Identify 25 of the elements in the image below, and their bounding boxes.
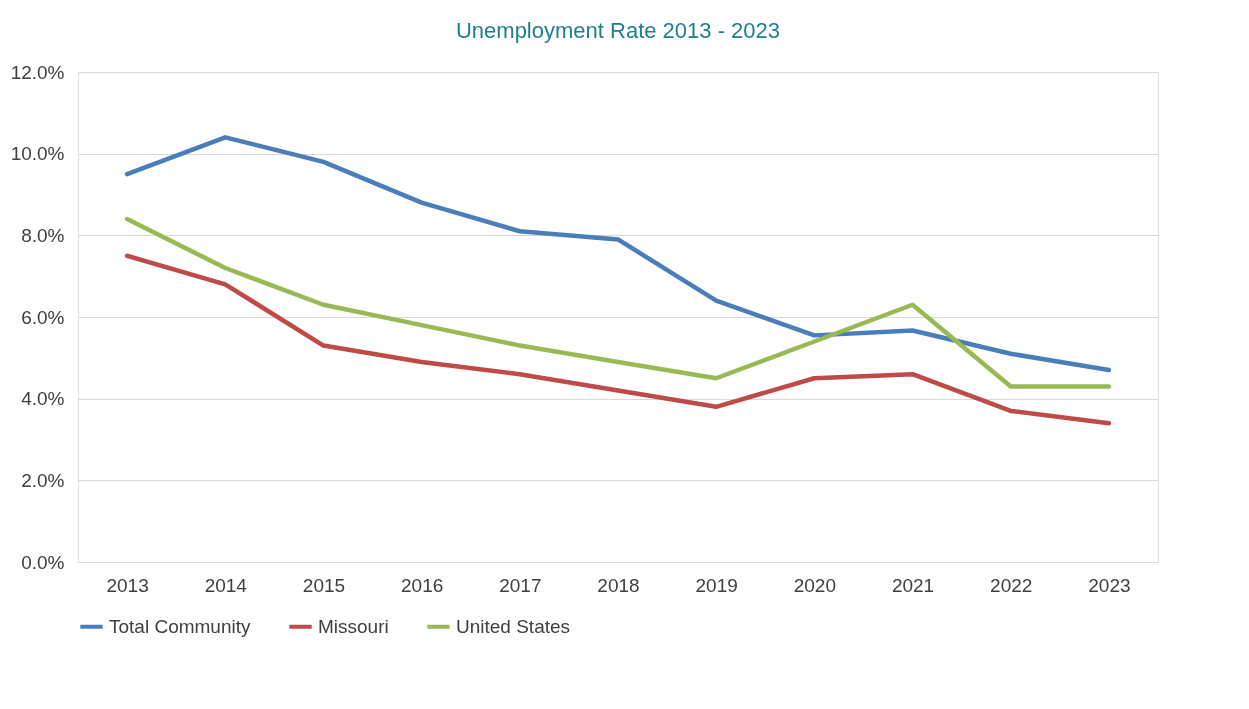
x-tick-label: 2018	[597, 574, 640, 596]
y-tick-label: 8.0%	[21, 224, 65, 246]
x-tick-label: 2014	[204, 574, 248, 596]
x-tick-label: 2020	[793, 574, 836, 596]
x-tick-label: 2017	[499, 574, 542, 596]
chart-title: Unemployment Rate 2013 - 2023	[455, 18, 781, 43]
line-series	[124, 135, 1112, 373]
x-tick-label: 2016	[401, 574, 444, 596]
x-tick-label: 2019	[695, 574, 738, 596]
x-tick-label: 2013	[106, 574, 149, 596]
y-tick-label: 0.0%	[21, 551, 65, 573]
y-tick-label: 6.0%	[21, 306, 65, 328]
x-tick-label: 2015	[302, 574, 346, 596]
y-tick-label: 4.0%	[21, 388, 65, 410]
legend-label: Total Community	[109, 615, 251, 637]
y-tick-label: 12.0%	[10, 61, 65, 83]
legend-label: United States	[456, 615, 571, 637]
line-series	[124, 216, 1112, 389]
y-tick-label: 2.0%	[21, 469, 65, 491]
line-series	[124, 253, 1112, 426]
x-tick-label: 2023	[1088, 574, 1131, 596]
x-tick-label: 2022	[990, 574, 1033, 596]
legend-label: Missouri	[318, 615, 389, 637]
x-tick-label: 2021	[891, 574, 935, 596]
y-tick-label: 10.0%	[10, 143, 65, 165]
